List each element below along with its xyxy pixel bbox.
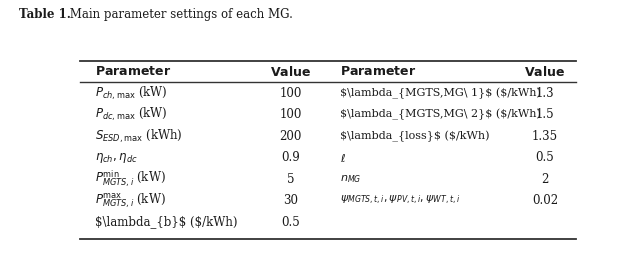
Text: 30: 30 xyxy=(284,194,298,207)
Text: 5: 5 xyxy=(287,172,294,185)
Text: 200: 200 xyxy=(280,129,302,142)
Text: $\lambda_{MGTS,MG\ 1}$ ($/kWh): $\lambda_{MGTS,MG\ 1}$ ($/kWh) xyxy=(340,87,541,99)
Text: $\mathbf{Value}$: $\mathbf{Value}$ xyxy=(524,65,566,78)
Text: $\lambda_{MGTS,MG\ 2}$ ($/kWh): $\lambda_{MGTS,MG\ 2}$ ($/kWh) xyxy=(340,109,541,120)
Text: 1.35: 1.35 xyxy=(532,129,558,142)
Text: $P_{dc,\mathrm{max}}$ (kW): $P_{dc,\mathrm{max}}$ (kW) xyxy=(95,106,168,123)
Text: Table 1.: Table 1. xyxy=(19,8,71,21)
Text: 0.9: 0.9 xyxy=(282,151,300,164)
Text: 0.5: 0.5 xyxy=(536,151,554,164)
Text: $\mathbf{Parameter}$: $\mathbf{Parameter}$ xyxy=(95,65,171,78)
Text: $\lambda_{b}$ ($/kWh): $\lambda_{b}$ ($/kWh) xyxy=(95,216,237,229)
Text: 1.3: 1.3 xyxy=(536,86,554,100)
Text: $\psi_{MGTS,t,i},\psi_{PV,t,i},\psi_{WT,t,i}$: $\psi_{MGTS,t,i},\psi_{PV,t,i},\psi_{WT,… xyxy=(340,194,461,207)
Text: 0.02: 0.02 xyxy=(532,194,558,207)
Text: 2: 2 xyxy=(541,172,548,185)
Text: $\mathbf{Parameter}$: $\mathbf{Parameter}$ xyxy=(340,65,417,78)
Text: $P^{\mathrm{max}}_{MGTS,i}$ (kW): $P^{\mathrm{max}}_{MGTS,i}$ (kW) xyxy=(95,191,166,210)
Text: $n_{MG}$: $n_{MG}$ xyxy=(340,173,362,185)
Text: $\lambda_{loss}$ ($/kWh): $\lambda_{loss}$ ($/kWh) xyxy=(340,130,490,142)
Text: $S_{ESD,\mathrm{max}}$ (kWh): $S_{ESD,\mathrm{max}}$ (kWh) xyxy=(95,128,182,145)
Text: $\ell$: $\ell$ xyxy=(340,152,346,164)
Text: 100: 100 xyxy=(280,86,302,100)
Text: Main parameter settings of each MG.: Main parameter settings of each MG. xyxy=(66,8,292,21)
Text: $P_{ch,\mathrm{max}}$ (kW): $P_{ch,\mathrm{max}}$ (kW) xyxy=(95,84,168,102)
Text: 1.5: 1.5 xyxy=(536,108,554,121)
Text: $\mathbf{Value}$: $\mathbf{Value}$ xyxy=(270,65,312,78)
Text: 100: 100 xyxy=(280,108,302,121)
Text: $\eta_{ch},\eta_{dc}$: $\eta_{ch},\eta_{dc}$ xyxy=(95,150,138,164)
Text: $P^{\mathrm{min}}_{MGTS,i}$ (kW): $P^{\mathrm{min}}_{MGTS,i}$ (kW) xyxy=(95,169,166,189)
Text: 0.5: 0.5 xyxy=(282,216,300,229)
